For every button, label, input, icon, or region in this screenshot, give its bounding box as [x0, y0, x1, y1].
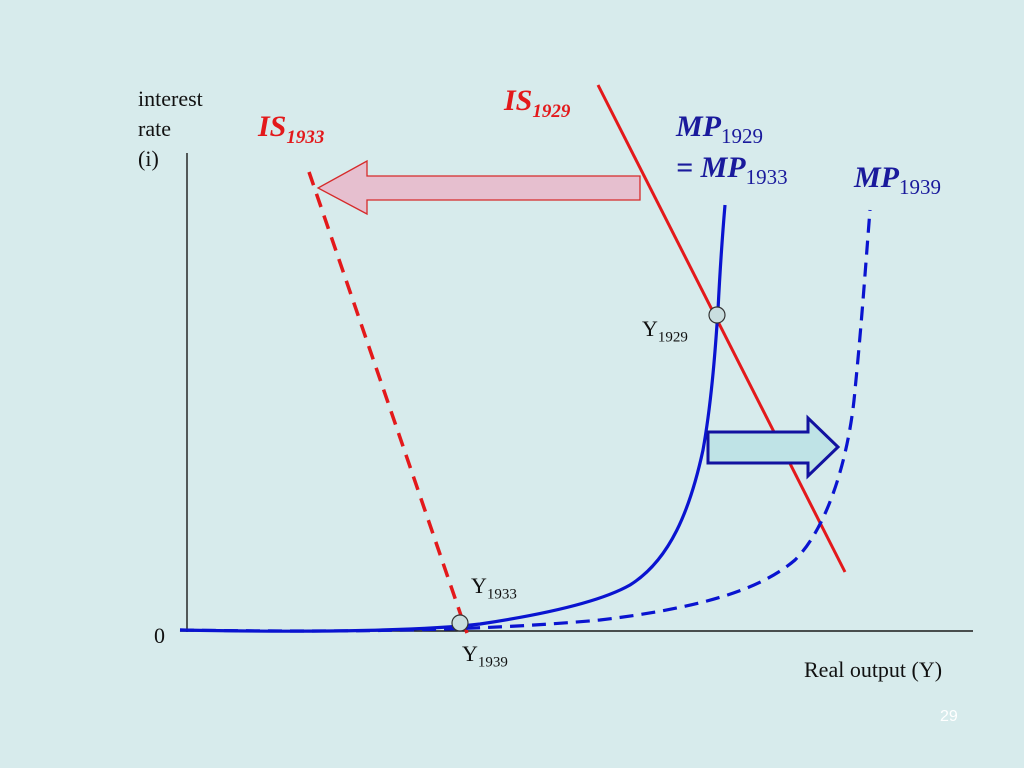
shift-right-arrow	[706, 414, 841, 480]
page-number: 29	[940, 708, 958, 725]
y-axis-label: interest rate (i)	[138, 84, 203, 174]
mp-1933-label: = MP1933	[676, 151, 788, 189]
origin-label: 0	[154, 623, 165, 648]
y1929-label: Y1929	[642, 316, 688, 346]
shift-left-arrow	[316, 159, 641, 216]
x-axis-label: Real output (Y)	[804, 657, 943, 682]
is-1933-label: IS1933	[258, 110, 325, 148]
is-1929-curve	[596, 84, 847, 573]
y1939-label: Y1939	[462, 641, 508, 671]
is-1929-label: IS1929	[504, 84, 571, 122]
mp-1929-curve	[179, 204, 727, 633]
y-axis-label-line-1: interest	[138, 86, 203, 111]
y-axis-label-line-2: rate	[138, 116, 171, 141]
mp-1929-label: MP1929	[676, 110, 763, 148]
y1933-label: Y1933	[471, 573, 517, 603]
point-y1933	[451, 614, 469, 632]
mp-1939-label: MP1939	[854, 161, 941, 199]
y-axis-label-line-3: (i)	[138, 146, 159, 171]
point-y1929	[708, 306, 726, 324]
is-1933-curve	[307, 171, 469, 634]
